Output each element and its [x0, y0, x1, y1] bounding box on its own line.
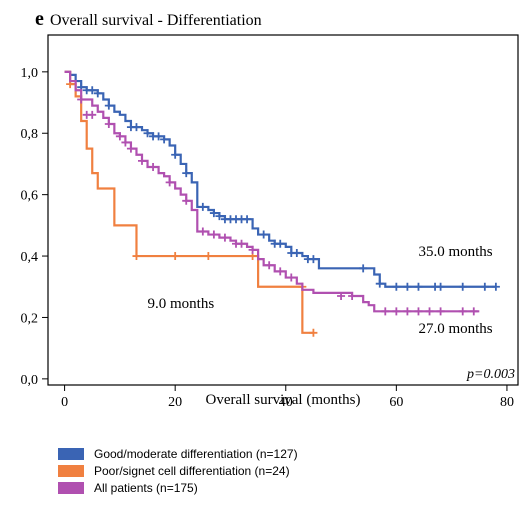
censor-mark	[458, 307, 467, 316]
censor-mark	[160, 135, 169, 144]
y-tick-label: 0,8	[21, 127, 39, 142]
legend-label: Good/moderate differentiation (n=127)	[94, 447, 298, 461]
median-annotation: 9.0 months	[148, 296, 215, 312]
censor-mark	[121, 138, 130, 147]
censor-mark	[259, 230, 268, 239]
censor-mark	[337, 291, 346, 300]
chart-title: Overall survival - Differentiation	[50, 12, 262, 29]
censor-mark	[171, 150, 180, 159]
censor-mark	[198, 227, 207, 236]
censor-mark	[348, 291, 357, 300]
censor-mark	[381, 307, 390, 316]
p-value: p=0.003	[466, 367, 515, 382]
censor-mark	[309, 255, 318, 264]
censor-mark	[237, 239, 246, 248]
censor-mark	[104, 101, 113, 110]
y-tick-label: 0,4	[21, 250, 39, 265]
censor-mark	[436, 282, 445, 291]
censor-mark	[215, 212, 224, 221]
y-tick-label: 0,0	[21, 373, 39, 388]
censor-mark	[143, 129, 152, 138]
x-tick-label: 60	[389, 395, 403, 410]
y-tick-label: 0,6	[21, 189, 39, 204]
x-tick-label: 0	[61, 395, 68, 410]
legend-swatch	[58, 448, 84, 460]
censor-mark	[248, 245, 257, 254]
censor-mark	[276, 267, 285, 276]
censor-mark	[93, 89, 102, 98]
censor-mark	[403, 282, 412, 291]
legend: Good/moderate differentiation (n=127) Poo…	[58, 447, 298, 495]
x-tick-label: 40	[279, 395, 293, 410]
censor-mark	[138, 156, 146, 165]
censor-mark	[458, 282, 467, 291]
censor-mark	[491, 282, 500, 291]
censor-mark	[265, 261, 274, 270]
median-annotation: 35.0 months	[418, 244, 492, 260]
median-annotation: 27.0 months	[418, 321, 492, 337]
censor-mark	[292, 248, 301, 257]
censor-mark	[375, 279, 384, 288]
censor-mark	[359, 264, 368, 273]
censor-mark	[209, 209, 218, 218]
censor-mark	[403, 307, 412, 316]
censor-mark	[392, 307, 401, 316]
censor-mark	[171, 252, 180, 261]
censor-mark	[126, 144, 135, 153]
plot-frame	[47, 34, 519, 386]
censor-mark	[309, 328, 318, 337]
annotations: 35.0 months 9.0 months 27.0 months	[148, 244, 493, 337]
censor-mark	[243, 215, 252, 224]
censor-mark	[276, 239, 285, 248]
censor-mark	[414, 282, 423, 291]
series-2	[64, 70, 480, 316]
censor-mark	[182, 169, 191, 178]
censor-mark	[132, 252, 141, 261]
y-tick-label: 0,2	[21, 311, 39, 326]
censor-mark	[154, 132, 163, 141]
censor-mark	[149, 163, 158, 172]
censor-mark	[209, 230, 218, 239]
x-tick-label: 20	[168, 395, 182, 410]
censor-mark	[204, 252, 213, 261]
censor-mark	[414, 307, 423, 316]
censor-mark	[88, 110, 97, 119]
censor-mark	[104, 120, 113, 129]
survival-line	[64, 70, 480, 313]
censor-mark	[165, 178, 174, 187]
censor-mark	[132, 123, 141, 132]
censor-mark	[287, 273, 296, 282]
censor-mark	[436, 307, 445, 316]
censor-mark	[88, 86, 97, 95]
censor-mark	[220, 233, 229, 242]
legend-swatch	[58, 482, 84, 494]
legend-label: Poor/signet cell differentiation (n=24)	[94, 464, 290, 478]
y-axis: 0,0 0,2 0,4 0,6 0,8 1,0	[21, 66, 48, 388]
survival-curves	[64, 70, 500, 337]
legend-swatch	[58, 465, 84, 477]
legend-label: All patients (n=175)	[94, 481, 198, 495]
censor-mark	[198, 202, 207, 211]
censor-mark	[392, 282, 401, 291]
censor-mark	[480, 282, 489, 291]
series-0	[64, 70, 500, 291]
x-axis: 0 20 40 60 80	[61, 385, 514, 410]
x-axis-title: Overall survival (months)	[206, 392, 361, 408]
x-tick-label: 80	[500, 395, 514, 410]
panel-letter: e	[35, 8, 44, 30]
censor-mark	[77, 95, 86, 104]
censor-mark	[425, 307, 434, 316]
censor-mark	[182, 196, 191, 205]
censor-mark	[469, 307, 478, 316]
censor-mark	[115, 132, 124, 141]
y-tick-label: 1,0	[21, 66, 39, 81]
